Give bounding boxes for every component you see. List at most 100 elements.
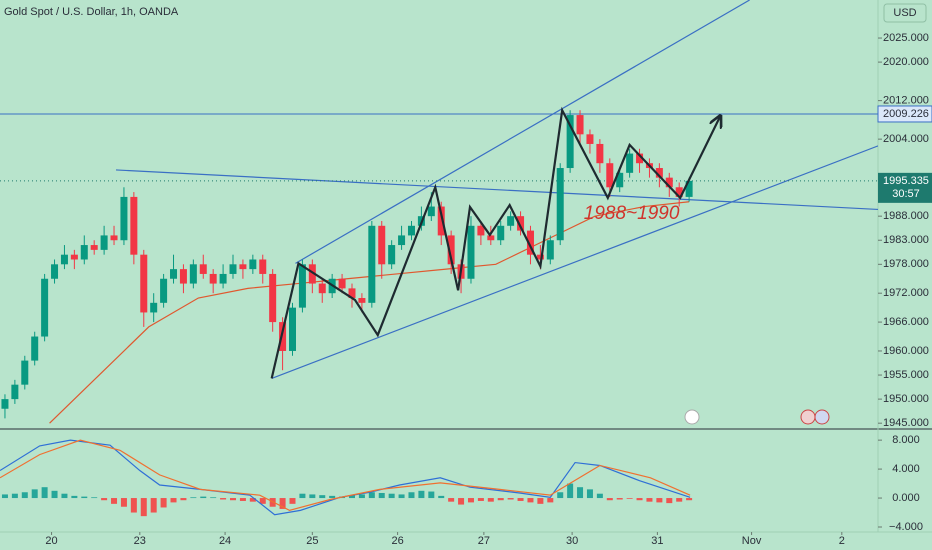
candle-body: [586, 134, 594, 144]
icon[interactable]: [814, 409, 830, 425]
histogram-bar: [398, 494, 405, 499]
candle-body: [60, 254, 68, 265]
histogram-bar: [140, 498, 147, 517]
histogram-bar: [646, 498, 653, 502]
histogram-bar: [348, 495, 355, 499]
y-tick-label: 1955.000: [883, 369, 929, 381]
last-price-label: 1995.335: [883, 175, 929, 187]
y-tick-label: 2012.000: [883, 95, 929, 107]
histogram-bar: [111, 498, 118, 504]
histogram-bar: [329, 495, 336, 499]
icon[interactable]: [684, 409, 700, 425]
histogram-bar: [309, 494, 316, 499]
trend-line: [295, 0, 750, 264]
histogram-bar: [537, 498, 544, 504]
histogram-bar: [180, 498, 187, 501]
candle-body: [298, 264, 306, 308]
histogram-bar: [547, 498, 554, 503]
macd-line: [0, 439, 691, 511]
y-tick-label: 8.000: [892, 434, 920, 446]
candle-body: [90, 245, 98, 250]
price-pane: [0, 0, 878, 424]
candle-body: [338, 278, 346, 289]
candle-body: [358, 298, 366, 303]
candle-body: [556, 168, 564, 241]
y-tick-label: 1972.000: [883, 287, 929, 299]
histogram-bar: [249, 498, 256, 502]
candle-body: [209, 273, 217, 284]
x-tick-label: 30: [566, 535, 578, 547]
histogram-bar: [120, 498, 127, 507]
candle-body: [596, 143, 604, 164]
chart-title: Gold Spot / U.S. Dollar, 1h, OANDA: [4, 6, 179, 18]
candle-body: [150, 302, 158, 313]
candle-body: [1, 399, 9, 409]
hline-label-box: [877, 105, 932, 123]
candle-body: [189, 264, 197, 284]
x-tick-label: 20: [45, 535, 57, 547]
icon[interactable]: [800, 409, 816, 425]
x-tick-label: 31: [651, 535, 663, 547]
candle-body: [427, 206, 435, 217]
y-tick-label: 1988.000: [883, 210, 929, 222]
countdown: 30:57: [892, 188, 920, 200]
candle-body: [160, 278, 168, 303]
histogram-bar: [428, 491, 435, 499]
candle-body: [398, 235, 406, 246]
histogram-bar: [577, 487, 584, 499]
candle-body: [636, 153, 644, 164]
y-tick-label: 1960.000: [883, 345, 929, 357]
candle-body: [616, 172, 624, 188]
candle-body: [536, 254, 544, 260]
y-tick-label: −4.000: [889, 521, 923, 533]
candle-body: [685, 180, 693, 197]
histogram-bar: [319, 495, 326, 499]
candle-body: [170, 269, 178, 279]
hline-label: 2009.226: [883, 108, 929, 120]
histogram-bar: [517, 498, 524, 501]
last-price-box: [878, 172, 932, 203]
histogram-bar: [61, 493, 68, 499]
histogram-bar: [279, 498, 286, 509]
candle-body: [140, 254, 148, 313]
histogram-bar: [586, 489, 593, 499]
histogram-bar: [686, 498, 693, 501]
histogram-bar: [230, 498, 237, 501]
histogram-bar: [676, 498, 683, 502]
candle-body: [21, 360, 29, 385]
candle-body: [675, 187, 683, 197]
histogram-bar: [497, 498, 504, 501]
candle-body: [576, 115, 584, 135]
candle-body: [467, 225, 475, 279]
candle-body: [31, 336, 39, 361]
histogram-bar: [289, 498, 296, 504]
histogram-bar: [636, 498, 643, 501]
histogram-bar: [596, 493, 603, 499]
histogram-bar: [51, 490, 58, 499]
histogram-bar: [81, 496, 88, 499]
y-tick-label: 0.000: [892, 492, 920, 504]
x-tick-label: 25: [306, 535, 318, 547]
currency-button[interactable]: [883, 3, 927, 23]
y-tick-label: 1978.000: [883, 258, 929, 270]
candle-body: [487, 235, 495, 241]
candle-body: [279, 322, 287, 351]
macd-pane: [0, 439, 693, 517]
histogram-bar: [418, 490, 425, 499]
histogram-bar: [200, 496, 207, 499]
candle-body: [665, 177, 673, 188]
candle-body: [70, 254, 78, 260]
histogram-bar: [190, 497, 197, 499]
x-tick-label: Nov: [742, 535, 762, 547]
y-tick-label: 2025.000: [883, 32, 929, 44]
histogram-bar: [210, 497, 217, 499]
candle-body: [626, 153, 634, 173]
y-tick-label: 1950.000: [883, 393, 929, 405]
candle-body: [100, 235, 108, 250]
candle-body: [289, 307, 297, 351]
candle-body: [308, 264, 316, 284]
histogram-bar: [160, 498, 167, 508]
candle-body: [507, 216, 515, 226]
histogram-bar: [557, 492, 564, 499]
candle-body: [606, 163, 614, 188]
